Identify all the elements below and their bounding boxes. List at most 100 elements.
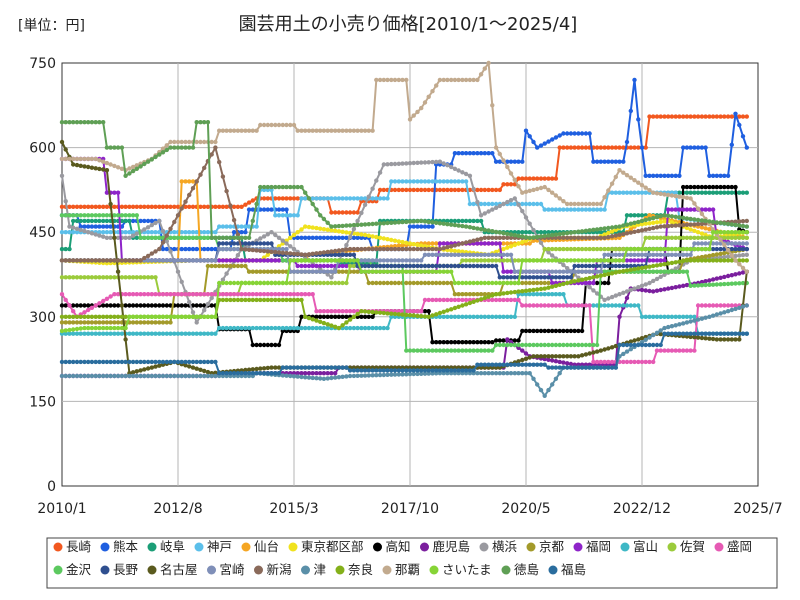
- data-point: [692, 246, 697, 252]
- legend-label: 横浜: [492, 539, 517, 554]
- data-point: [314, 258, 319, 263]
- data-point: [63, 303, 68, 308]
- legend-label: 新潟: [267, 562, 292, 577]
- legend-marker: [429, 565, 439, 575]
- data-point: [475, 298, 480, 303]
- data-point: [157, 204, 162, 209]
- data-point: [422, 280, 428, 286]
- data-point: [194, 179, 199, 184]
- data-point: [407, 309, 413, 314]
- data-point: [692, 235, 697, 240]
- data-point: [407, 263, 413, 269]
- data-point: [336, 325, 342, 331]
- data-point: [677, 173, 682, 178]
- data-point: [314, 371, 319, 376]
- legend-label: 富山: [633, 539, 658, 554]
- data-point: [609, 159, 615, 164]
- data-point: [681, 314, 686, 319]
- data-point: [710, 277, 716, 282]
- data-point: [583, 269, 589, 274]
- data-point: [381, 236, 386, 241]
- data-point: [183, 258, 188, 263]
- data-point: [333, 258, 338, 263]
- data-point: [202, 204, 207, 209]
- data-point: [130, 314, 136, 319]
- data-point: [710, 258, 716, 263]
- data-point: [370, 325, 375, 331]
- data-point: [647, 246, 652, 252]
- data-point: [516, 362, 521, 367]
- data-point: [164, 303, 169, 308]
- data-point: [632, 190, 637, 195]
- data-point: [553, 207, 559, 212]
- data-point: [591, 227, 596, 232]
- data-point: [202, 165, 207, 171]
- data-point: [740, 219, 746, 224]
- data-point: [145, 204, 151, 209]
- data-point: [134, 373, 139, 379]
- data-point: [82, 359, 87, 365]
- data-point: [426, 314, 431, 319]
- data-point: [669, 314, 675, 319]
- data-point: [351, 222, 357, 228]
- data-point: [97, 158, 102, 163]
- data-point: [101, 275, 106, 280]
- data-point: [288, 373, 293, 379]
- data-point: [475, 252, 480, 257]
- data-point: [636, 190, 641, 195]
- data-point: [737, 271, 742, 276]
- data-point: [471, 151, 476, 156]
- data-point: [684, 246, 690, 252]
- data-point: [729, 303, 734, 308]
- data-point: [329, 196, 334, 201]
- data-point: [576, 365, 581, 370]
- data-point: [153, 230, 158, 235]
- data-point: [329, 263, 334, 269]
- data-point: [471, 77, 476, 83]
- data-point: [505, 269, 510, 274]
- data-point: [82, 320, 87, 325]
- data-point: [265, 269, 270, 274]
- data-point: [187, 145, 192, 150]
- data-point: [138, 303, 143, 308]
- data-point: [520, 348, 525, 353]
- data-point: [209, 295, 214, 301]
- data-point: [97, 224, 102, 229]
- data-point: [74, 303, 80, 308]
- legend-marker: [147, 565, 157, 575]
- data-point: [437, 368, 443, 373]
- data-point: [621, 290, 626, 295]
- data-point: [542, 258, 547, 263]
- data-point: [647, 314, 652, 319]
- data-point: [295, 365, 300, 370]
- data-point: [639, 314, 645, 319]
- data-point: [160, 204, 166, 209]
- data-point: [213, 314, 218, 319]
- data-point: [220, 241, 226, 246]
- data-point: [321, 376, 327, 381]
- data-point: [467, 300, 473, 306]
- data-point: [662, 331, 667, 336]
- data-point: [396, 243, 401, 248]
- data-point: [82, 164, 87, 169]
- data-point: [654, 314, 660, 319]
- data-point: [681, 222, 686, 228]
- data-point: [688, 190, 693, 195]
- data-point: [744, 145, 749, 150]
- data-point: [550, 275, 555, 280]
- data-point: [714, 241, 719, 246]
- data-point: [493, 258, 499, 263]
- data-point: [486, 314, 491, 319]
- data-point: [175, 373, 181, 379]
- data-point: [609, 181, 615, 186]
- data-point: [389, 269, 394, 274]
- data-point: [624, 213, 630, 218]
- data-point: [718, 220, 723, 226]
- data-point: [553, 246, 559, 252]
- data-point: [246, 247, 252, 252]
- data-point: [142, 292, 147, 297]
- data-point: [707, 219, 712, 224]
- data-point: [303, 263, 308, 269]
- data-point: [172, 230, 177, 235]
- data-point: [602, 365, 607, 370]
